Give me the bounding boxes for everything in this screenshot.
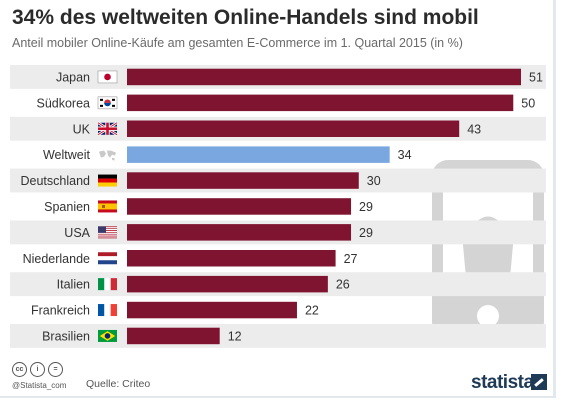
flag-stripe-white	[98, 256, 117, 261]
value-label: 29	[359, 226, 373, 240]
flag-cross-red-h	[98, 127, 117, 131]
flag-stripe-white	[98, 229, 117, 231]
source-note: Quelle: Criteo	[86, 378, 151, 390]
flag-stripe-red	[98, 228, 117, 230]
creative-commons-icon: cc	[12, 362, 27, 377]
no-derivatives-icon: =	[48, 362, 63, 377]
value-label: 34	[398, 148, 412, 162]
flag-border	[97, 70, 118, 84]
category-label: USA	[64, 226, 90, 240]
flag-stripe-red	[98, 235, 117, 237]
flag-stripe-blue	[98, 260, 117, 265]
flag-trigram	[100, 98, 103, 101]
italy-flag-icon	[98, 278, 117, 291]
bar	[127, 327, 220, 345]
bar	[127, 68, 521, 86]
statista-handle: @Statista_com	[12, 381, 67, 390]
flag-stripe-white	[98, 230, 117, 232]
flag-globe	[104, 333, 111, 339]
flag-sun	[104, 73, 111, 81]
chart-title: 34% des weltweiten Online-Handels sind m…	[12, 6, 479, 29]
japan-flag-icon	[97, 70, 118, 84]
flag-stripe-yellow	[98, 203, 117, 210]
world-map-shape	[99, 150, 116, 161]
category-label: Frankreich	[31, 304, 90, 318]
bar	[127, 172, 359, 189]
value-label: 29	[359, 200, 373, 214]
flag-emblem	[102, 204, 105, 208]
south-korea-flag-icon	[97, 96, 118, 110]
netherlands-flag-icon	[98, 252, 117, 265]
value-label: 27	[344, 252, 358, 266]
flag-stripe-white	[98, 227, 117, 229]
flag-trigram	[100, 104, 103, 107]
value-label: 43	[467, 122, 481, 136]
flag-stripe-white	[104, 278, 111, 291]
chart-subtitle: Anteil mobiler Online-Käufe am gesamten …	[12, 36, 463, 50]
value-label: 12	[228, 329, 242, 343]
france-flag-icon	[98, 304, 117, 317]
bar	[127, 301, 297, 319]
value-label: 51	[529, 70, 543, 84]
value-label: 30	[367, 174, 381, 188]
spain-flag-icon	[98, 200, 117, 213]
flag-stripe-white	[104, 304, 111, 317]
flag-stripe-gold	[98, 182, 117, 187]
category-label: UK	[73, 122, 91, 136]
bar	[127, 120, 460, 137]
category-label: Südkorea	[36, 96, 90, 110]
flag-stripe-red	[98, 226, 117, 228]
brazil-flag-icon	[98, 329, 117, 342]
bar	[127, 250, 336, 267]
usa-flag-icon	[98, 226, 117, 239]
value-label: 50	[521, 96, 535, 110]
flag-stripe-red	[98, 252, 117, 257]
flag-stripe-red	[98, 178, 117, 183]
flag-stripe-blue	[98, 304, 105, 317]
flag-trigram	[112, 98, 115, 101]
flag-stripe-red	[110, 304, 117, 317]
flag-stripe-red	[98, 237, 117, 239]
category-label: Brasilien	[42, 329, 90, 343]
value-label: 22	[305, 304, 319, 318]
flag-stripe-black	[98, 174, 117, 179]
flag-taegeuk-red	[104, 99, 111, 103]
statista-logo-mark-icon	[531, 374, 547, 390]
category-label: Deutschland	[21, 174, 91, 188]
flag-stripe-red	[98, 233, 117, 235]
bar	[127, 198, 352, 215]
statista-logo: statista	[471, 372, 534, 393]
category-label: Japan	[56, 70, 90, 84]
category-label: Spanien	[44, 200, 90, 214]
value-label: 26	[336, 278, 350, 292]
bar	[127, 275, 328, 293]
category-label: Niederlande	[23, 252, 90, 266]
germany-flag-icon	[98, 174, 117, 187]
flag-stripe-red	[110, 278, 117, 291]
flag-stripe-green	[98, 278, 105, 291]
uk-flag-icon	[97, 121, 118, 136]
world-map-icon	[99, 150, 116, 161]
category-label: Italien	[57, 278, 90, 292]
flag-stripe-red	[98, 230, 117, 231]
license-icons: cc i =	[12, 362, 63, 377]
flag-canton	[98, 226, 106, 233]
category-label: Weltweit	[43, 148, 91, 162]
flag-taegeuk-blue	[104, 102, 111, 107]
flag-stripe-red	[98, 231, 117, 233]
flag-stripe-white	[98, 234, 117, 236]
flag-trigram	[112, 104, 115, 107]
flag-border	[97, 96, 118, 110]
attribution-icon: i	[30, 362, 45, 377]
bar	[127, 94, 514, 112]
flag-stripe-white	[98, 236, 117, 238]
bar	[127, 146, 390, 163]
bar	[127, 224, 352, 241]
flag-stripe-white	[98, 232, 117, 234]
row-stripe	[10, 324, 546, 348]
